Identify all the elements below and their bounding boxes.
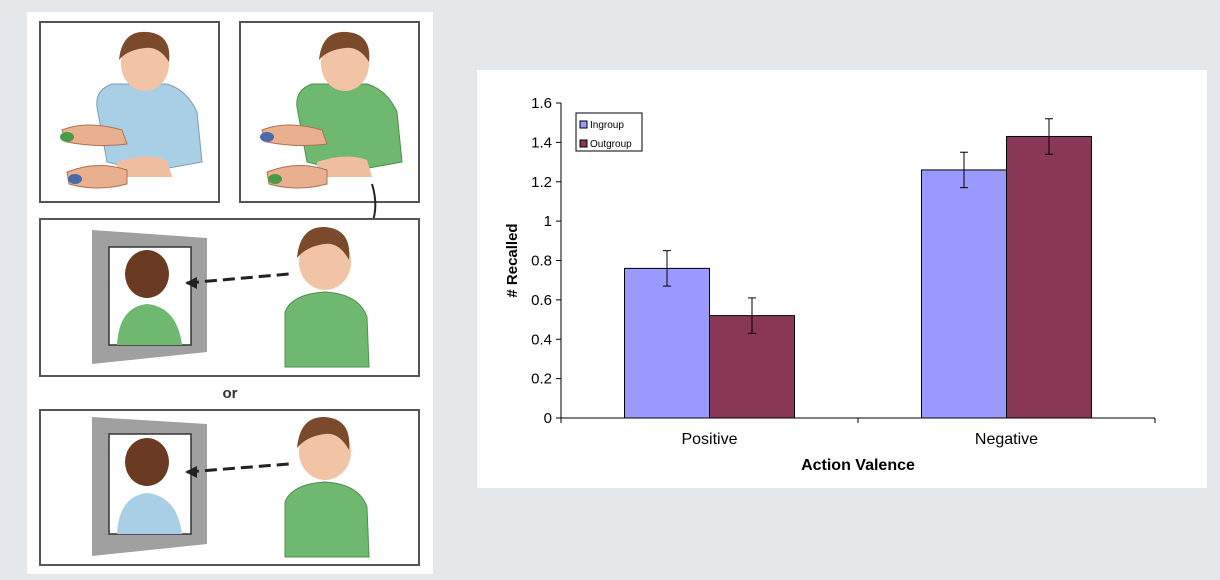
legend: Ingroup Outgroup bbox=[575, 112, 643, 152]
or-label: or bbox=[223, 385, 238, 402]
y-axis-ticks: 0 0.2 0.4 0.6 0.8 1 1.2 1.4 1.6 bbox=[531, 95, 561, 427]
y-tick-label: 1 bbox=[544, 213, 552, 230]
y-tick-label: 0.4 bbox=[531, 331, 552, 348]
illustration-drawing: or bbox=[39, 21, 420, 566]
experiment-illustration: or bbox=[27, 12, 433, 574]
error-bars bbox=[663, 118, 1053, 334]
panel-mirror-green bbox=[39, 218, 420, 377]
panel-mirror-blue bbox=[39, 409, 420, 566]
bar-ingroup-negative bbox=[921, 169, 1007, 419]
y-tick-label: 0.6 bbox=[531, 292, 552, 309]
y-tick-label: 1.4 bbox=[531, 134, 552, 151]
x-axis-label: Action Valence bbox=[801, 457, 915, 474]
y-axis-label: # Recalled bbox=[504, 223, 521, 297]
x-tick-label: Negative bbox=[975, 431, 1038, 448]
legend-label-ingroup: Ingroup bbox=[590, 120, 624, 131]
chart-card: 0 0.2 0.4 0.6 0.8 1 1.2 1.4 1.6 Positive Negative… bbox=[477, 70, 1207, 488]
bars bbox=[624, 135, 1092, 419]
bar-outgroup-negative bbox=[1006, 135, 1092, 419]
y-tick-label: 1.6 bbox=[531, 95, 552, 112]
x-tick-label: Positive bbox=[681, 431, 737, 448]
bar-chart: 0 0.2 0.4 0.6 0.8 1 1.2 1.4 1.6 Positive Negative… bbox=[504, 95, 1156, 474]
bar-ingroup-positive bbox=[624, 267, 710, 419]
legend-swatch-outgroup bbox=[579, 139, 588, 148]
x-axis-ticks: Positive Negative bbox=[560, 418, 1156, 448]
y-tick-label: 1.2 bbox=[531, 174, 552, 191]
y-tick-label: 0 bbox=[544, 410, 552, 427]
panel-blue-shirt-boy bbox=[39, 21, 220, 203]
panel-green-shirt-boy bbox=[239, 21, 420, 244]
legend-label-outgroup: Outgroup bbox=[590, 139, 632, 150]
y-tick-label: 0.8 bbox=[531, 253, 552, 270]
y-tick-label: 0.2 bbox=[531, 371, 552, 388]
legend-swatch-ingroup bbox=[579, 120, 588, 129]
